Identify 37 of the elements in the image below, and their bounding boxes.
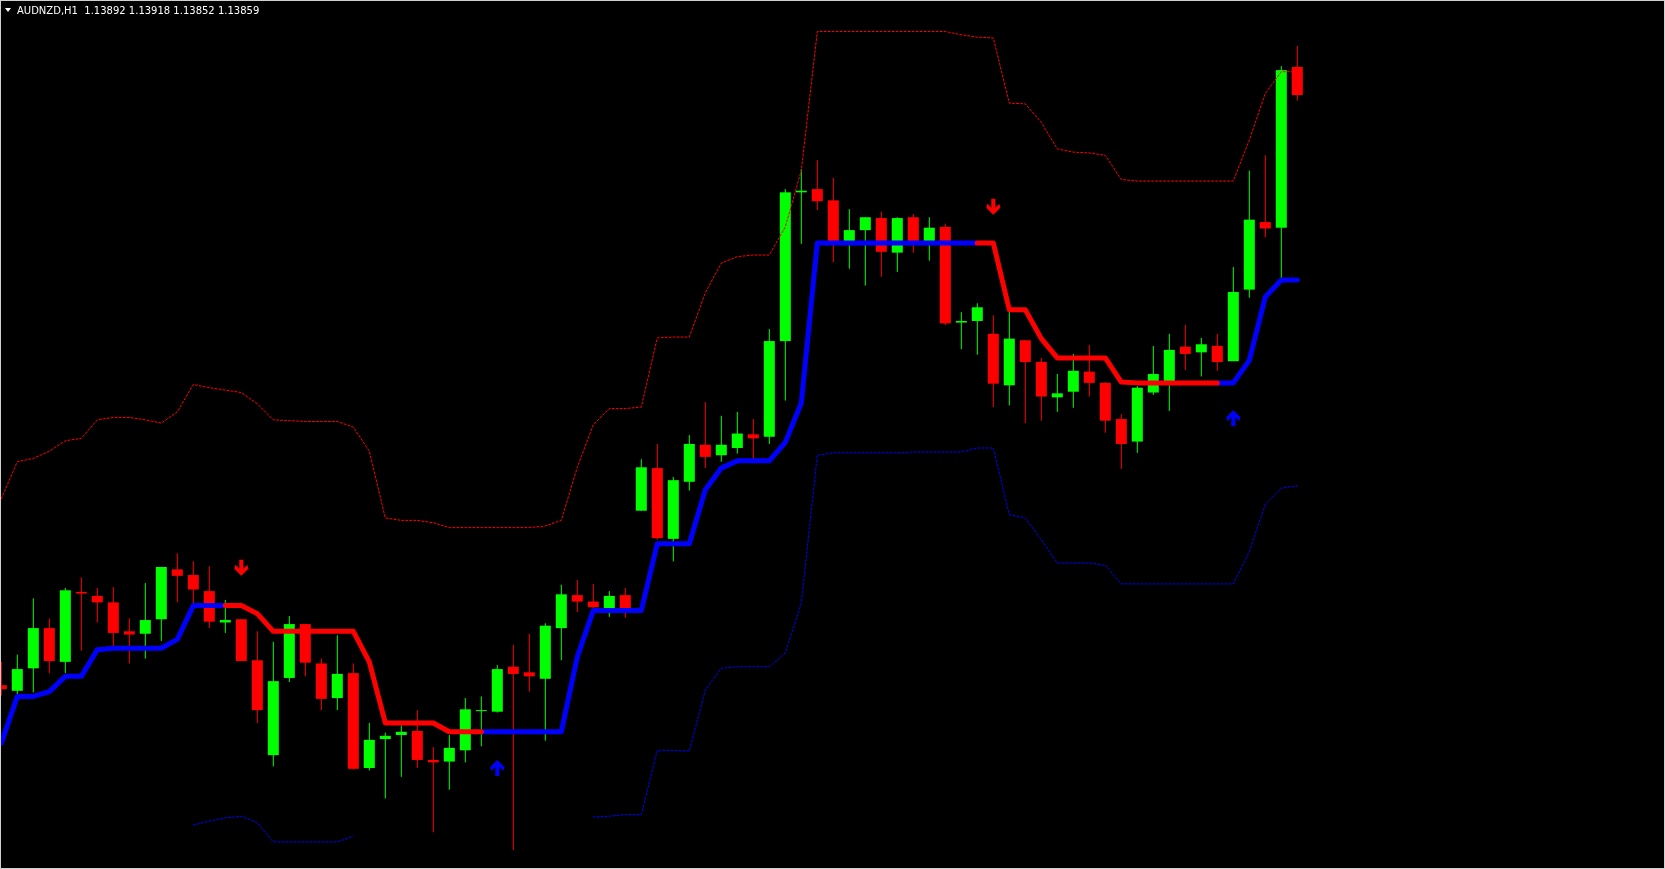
candlestick [91, 587, 103, 623]
candlestick [731, 411, 743, 455]
candlestick [395, 724, 407, 778]
candlestick [11, 654, 23, 696]
candlestick [1211, 333, 1223, 372]
candlestick [1195, 337, 1207, 377]
candlestick [171, 552, 183, 603]
candlestick [747, 418, 759, 460]
candlestick [507, 644, 519, 851]
candlestick [379, 732, 391, 800]
candlestick [571, 579, 583, 613]
candlestick [715, 415, 727, 463]
candlestick [75, 576, 87, 652]
candlestick [699, 401, 711, 469]
point [986, 198, 1001, 215]
candlestick [443, 734, 455, 791]
candlestick [955, 311, 967, 350]
candlestick [1259, 154, 1271, 238]
candlestick [811, 159, 823, 211]
candlestick [1179, 324, 1191, 371]
point [1226, 410, 1241, 427]
candlestick [139, 582, 151, 660]
chart-title: AUDNZD,H1 1.13892 1.13918 1.13852 1.13859 [17, 4, 260, 16]
point [234, 559, 249, 576]
candlestick [603, 590, 615, 618]
point [490, 759, 505, 776]
candlestick [971, 302, 983, 356]
candlestick [523, 633, 535, 693]
candlestick [619, 587, 631, 619]
candlestick [1051, 373, 1063, 413]
candlestick [123, 617, 135, 664]
candlestick [1019, 339, 1031, 424]
candlestick [1083, 344, 1095, 398]
candlestick [1067, 353, 1079, 409]
candlestick [859, 216, 871, 287]
candlestick [187, 560, 199, 604]
candlestick [475, 695, 487, 747]
